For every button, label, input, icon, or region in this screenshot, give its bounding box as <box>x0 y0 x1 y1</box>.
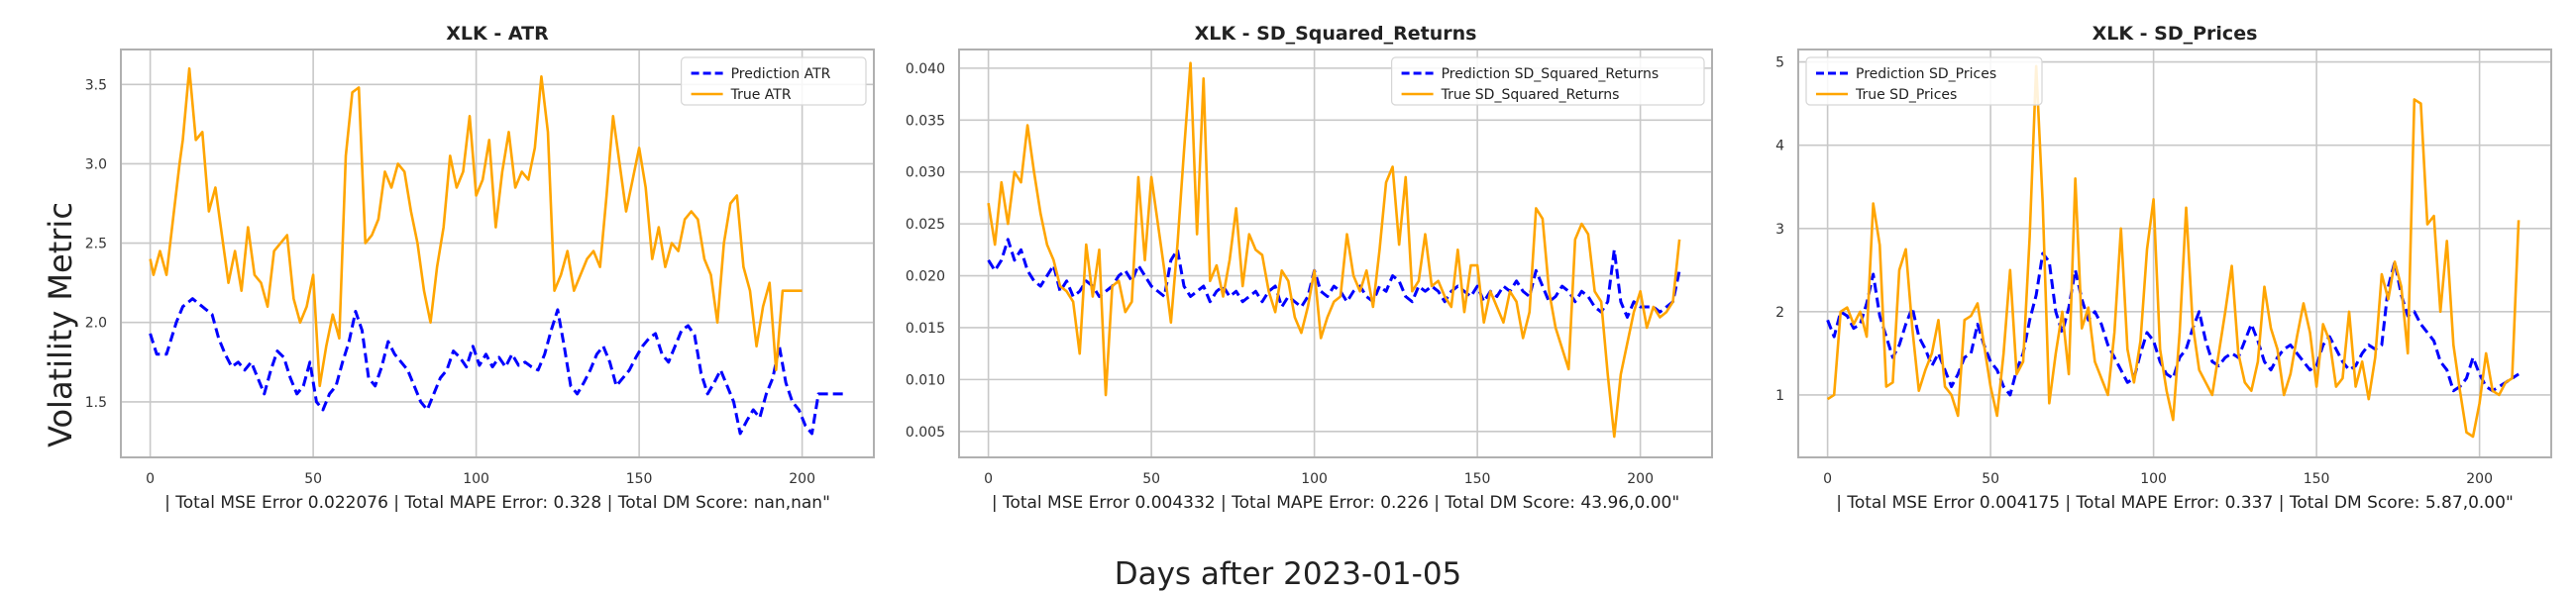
y-tick-label: 1.5 <box>85 395 107 411</box>
axes-frame <box>958 49 1713 458</box>
legend: Prediction SD_Squared_Returns True SD_Squ… <box>1390 56 1705 106</box>
series-group <box>987 61 1681 439</box>
x-tick-label: 50 <box>1982 471 1999 487</box>
legend-entry-label: True SD_Squared_Returns <box>1441 87 1620 103</box>
series-group <box>149 66 845 436</box>
legend-entry-label: True ATR <box>730 87 792 103</box>
x-tick-label: 100 <box>463 471 489 487</box>
x-tick-label: 50 <box>304 471 322 487</box>
error-caption: | Total MSE Error 0.004332 | Total MAPE … <box>992 493 1679 513</box>
y-tick-label: 2 <box>1775 305 1784 321</box>
x-tick-label: 150 <box>1464 471 1491 487</box>
y-tick-label: 0.035 <box>906 113 945 129</box>
subplot-title: XLK - ATR <box>446 23 549 45</box>
legend: Prediction SD_Prices True SD_Prices <box>1805 56 2043 106</box>
subplot-2: 0 50 100 150 200 0.005 0.010 0.015 0.020 0.025 0.0… <box>906 23 1713 513</box>
subplot-3: 0 50 100 150 200 1 2 3 4 5 XLK - SD_Prices | Total … <box>1775 23 2552 513</box>
x-tick-label: 0 <box>1823 471 1832 487</box>
legend-box <box>1390 56 1705 106</box>
y-tick-label: 2.5 <box>85 237 107 252</box>
y-tick-label: 2.0 <box>85 316 107 332</box>
true-series-line <box>987 61 1681 439</box>
legend-entry-label: Prediction ATR <box>731 66 831 82</box>
x-tick-label: 150 <box>2304 471 2330 487</box>
prediction-series-line <box>987 238 1681 319</box>
x-tick-label: 100 <box>2140 471 2167 487</box>
legend: Prediction ATR True ATR <box>680 56 867 106</box>
true-series-line <box>149 66 803 388</box>
error-caption: | Total MSE Error 0.004175 | Total MAPE … <box>1836 493 2514 513</box>
legend-entry-label: Prediction SD_Squared_Returns <box>1442 66 1660 82</box>
y-tick-label: 3.0 <box>85 156 107 172</box>
y-tick-label: 4 <box>1775 139 1784 154</box>
y-tick-label: 0.010 <box>906 372 945 388</box>
error-caption: | Total MSE Error 0.022076 | Total MAPE … <box>164 493 830 513</box>
y-tick-label: 0.015 <box>906 321 945 337</box>
true-series-line <box>1826 64 2521 439</box>
plot-area <box>959 50 1712 457</box>
x-tick-label: 50 <box>1142 471 1160 487</box>
y-tick-label: 0.025 <box>906 217 945 233</box>
series-group <box>1826 64 2521 439</box>
x-tick-label: 200 <box>1627 471 1654 487</box>
y-tick-label: 3 <box>1775 222 1784 238</box>
x-tick-label: 150 <box>626 471 653 487</box>
x-tick-label: 200 <box>789 471 815 487</box>
subplot-1: 0 50 100 150 200 1.5 2.0 2.5 3.0 3.5 XLK - ATR | To… <box>85 23 875 513</box>
y-tick-label: 0.005 <box>906 425 945 441</box>
prediction-series-line <box>149 297 845 436</box>
subplot-title: XLK - SD_Squared_Returns <box>1195 23 1477 45</box>
axes-frame <box>1797 49 2552 458</box>
y-tick-label: 0.040 <box>906 61 945 77</box>
y-tick-label: 3.5 <box>85 77 107 93</box>
y-tick-label: 0.020 <box>906 269 945 285</box>
legend-entry-label: Prediction SD_Prices <box>1856 66 1996 82</box>
legend-entry-label: True SD_Prices <box>1855 87 1957 103</box>
x-tick-label: 0 <box>984 471 993 487</box>
y-tick-label: 1 <box>1775 388 1784 404</box>
legend-box <box>1805 56 2043 106</box>
y-tick-label: 0.030 <box>906 165 945 181</box>
y-tick-label: 5 <box>1775 55 1784 71</box>
legend-box <box>680 56 867 106</box>
x-tick-label: 200 <box>2466 471 2493 487</box>
subplot-title: XLK - SD_Prices <box>2093 23 2258 45</box>
x-tick-label: 100 <box>1301 471 1328 487</box>
axes-frame <box>120 49 875 458</box>
x-axis-label: Days after 2023-01-05 <box>1115 556 1462 592</box>
x-tick-label: 0 <box>146 471 155 487</box>
y-axis-label: Volatility Metric <box>42 202 79 447</box>
